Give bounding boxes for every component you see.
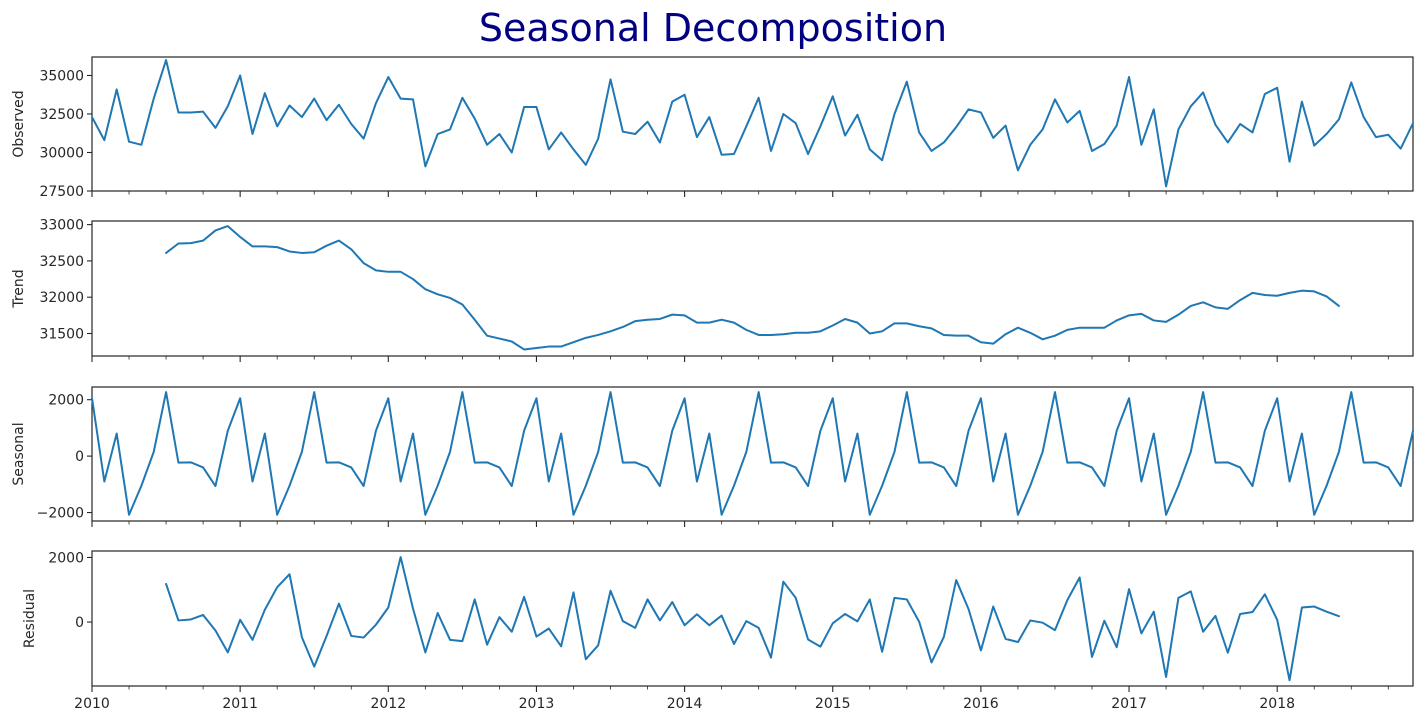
panel-trend: 31500 32000 32500 33000 Trend xyxy=(11,218,1414,362)
panel-residual: 0 2000 Residual xyxy=(22,550,1414,692)
xtick-label-2014: 2014 xyxy=(667,696,703,712)
seasonal-ytick-label: 0 xyxy=(75,449,84,465)
seasonal-ytick-label: −2000 xyxy=(37,506,84,522)
seasonal-axes-frame xyxy=(91,386,1414,522)
observed-ytick-label: 27500 xyxy=(39,184,84,200)
xtick-label-2013: 2013 xyxy=(519,696,555,712)
trend-ytick-label: 33000 xyxy=(39,218,84,234)
trend-ytick-label: 32500 xyxy=(39,254,84,270)
panels: 27500 30000 32500 35000 Observed 31500 32000 32… xyxy=(11,56,1414,712)
seasonal-ylabel: Seasonal xyxy=(11,422,27,485)
residual-ylabel: Residual xyxy=(22,589,38,648)
residual-line xyxy=(165,556,1340,682)
trend-ylabel: Trend xyxy=(11,269,27,308)
xtick-label-2018: 2018 xyxy=(1259,696,1295,712)
panel-seasonal: −2000 0 2000 Seasonal xyxy=(11,386,1414,527)
residual-ytick-label: 2000 xyxy=(48,550,84,566)
figure-title: Seasonal Decomposition xyxy=(479,6,947,50)
xtick-label-2010: 2010 xyxy=(74,696,110,712)
observed-ytick-label: 30000 xyxy=(39,145,84,161)
residual-axes-frame xyxy=(91,550,1414,687)
xtick-label-2015: 2015 xyxy=(815,696,851,712)
observed-line xyxy=(91,59,1414,188)
xtick-label-2012: 2012 xyxy=(370,696,406,712)
xtick-label-2016: 2016 xyxy=(963,696,999,712)
panel-observed: 27500 30000 32500 35000 Observed xyxy=(11,56,1414,200)
seasonal-line xyxy=(91,391,1414,516)
residual-ytick-label: 0 xyxy=(75,615,84,631)
trend-ytick-label: 32000 xyxy=(39,290,84,306)
xtick-label-2011: 2011 xyxy=(222,696,258,712)
trend-line xyxy=(165,225,1340,351)
xtick-label-2017: 2017 xyxy=(1111,696,1147,712)
observed-ylabel: Observed xyxy=(11,90,27,157)
seasonal-ytick-label: 2000 xyxy=(48,393,84,409)
trend-ytick-label: 31500 xyxy=(39,327,84,343)
observed-ytick-label: 32500 xyxy=(39,107,84,123)
observed-ytick-label: 35000 xyxy=(39,68,84,84)
trend-axes-frame xyxy=(91,220,1414,357)
